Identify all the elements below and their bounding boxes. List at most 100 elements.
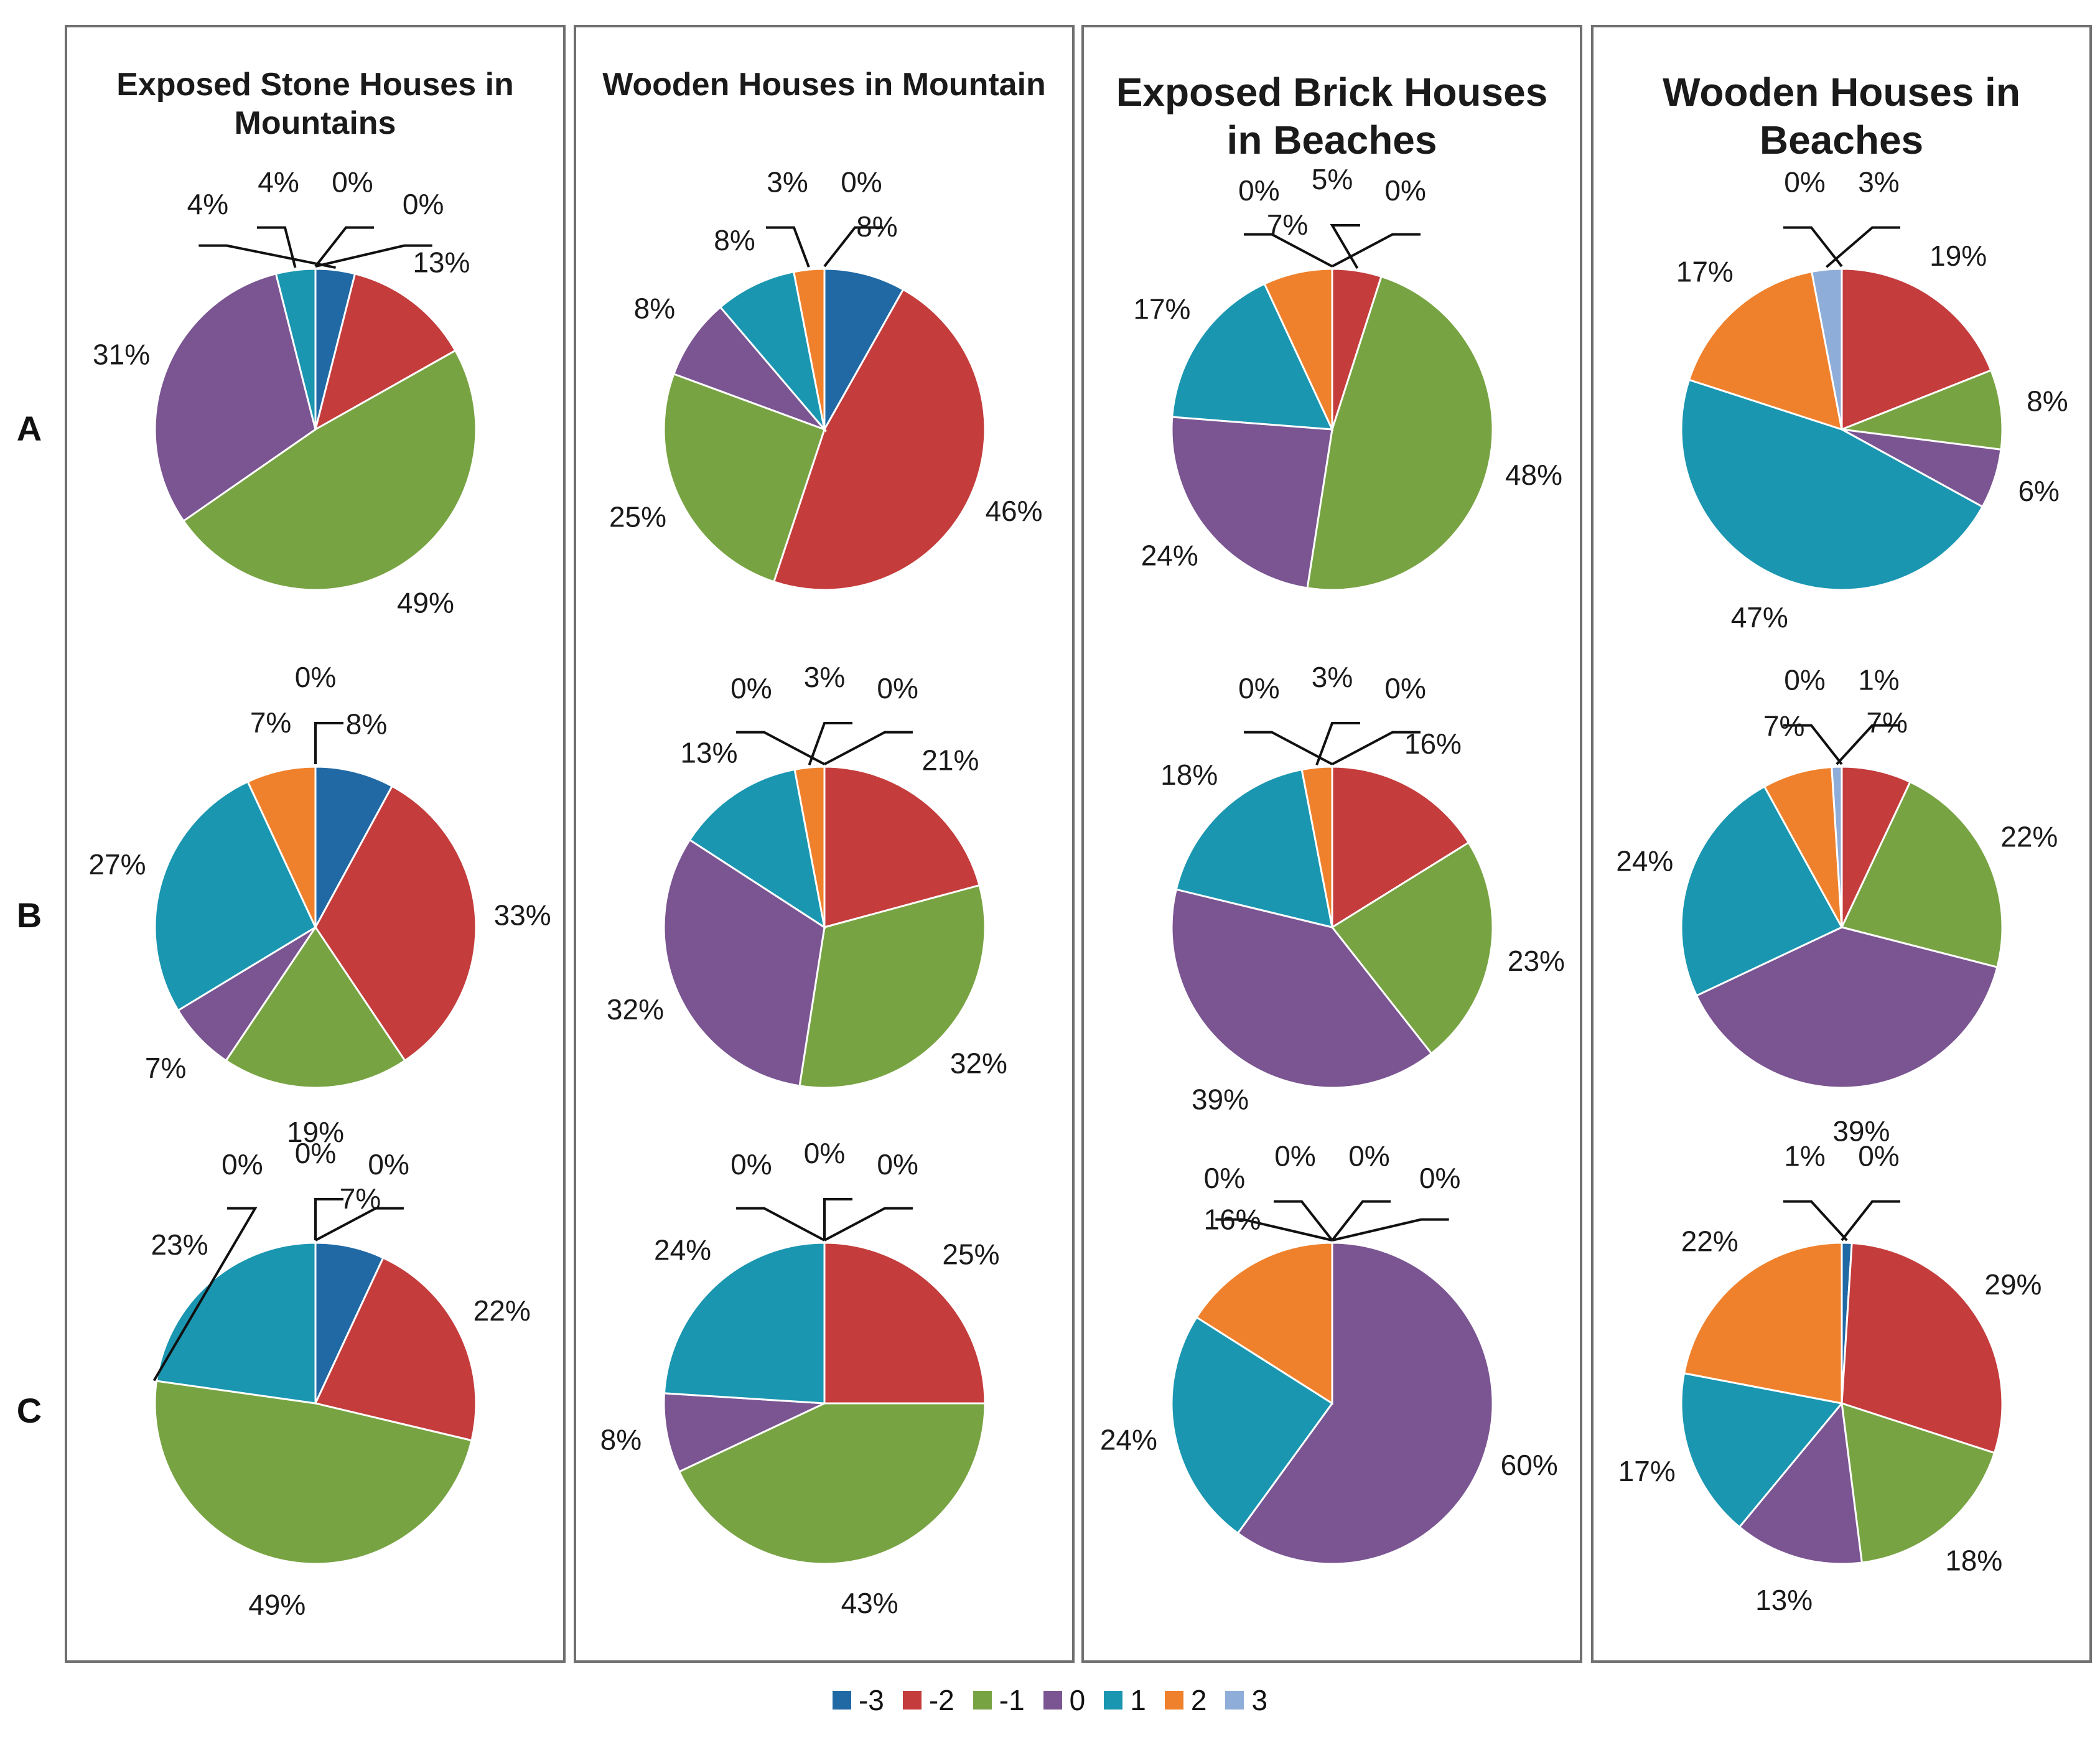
leader-line — [823, 226, 883, 268]
leader-line — [735, 1207, 825, 1242]
percent-label: 17% — [1676, 255, 1733, 288]
legend-label: 0 — [1069, 1684, 1086, 1716]
leader-line — [314, 1198, 343, 1240]
slice--1 — [1840, 1401, 1995, 1564]
pie-A-2: 0% 5%48%24%17%7%0% — [1133, 163, 1562, 591]
percent-label: 0% — [1203, 1162, 1244, 1194]
percent-label: 21% — [922, 744, 979, 777]
leader-line — [256, 226, 296, 268]
percent-label: 0% — [1348, 1140, 1389, 1172]
percent-label: 0% — [1384, 672, 1426, 704]
slice-0 — [1170, 888, 1433, 1089]
legend-item-1: 1 — [1104, 1683, 1146, 1717]
percent-label: 0% — [730, 672, 772, 704]
column-title-0: Exposed Stone Houses in Mountains — [116, 67, 514, 142]
slice-2 — [1195, 1242, 1333, 1405]
slice-2 — [1763, 765, 1842, 928]
slice--3 — [823, 268, 905, 433]
percent-label: 48% — [1505, 459, 1562, 491]
slice-0 — [1695, 926, 1999, 1089]
percent-label: 0% — [730, 1148, 772, 1181]
column-panel-0 — [65, 25, 566, 1663]
percent-label: 49% — [248, 1588, 306, 1621]
slice-1 — [1170, 283, 1333, 431]
slice--2 — [1841, 765, 1911, 928]
slice--2 — [823, 1242, 986, 1405]
percent-label: 8% — [345, 708, 386, 740]
column-title-1: Wooden Houses in Mountain — [602, 67, 1046, 103]
slice-2 — [1682, 1242, 1842, 1405]
leader-line — [1332, 1218, 1449, 1242]
pie-C-2: 0% 0% 0% 60% 24% 16% 0% — [1099, 1140, 1557, 1565]
legend-swatch — [1225, 1691, 1244, 1710]
leader-line — [823, 1207, 913, 1242]
row-label-A: A — [16, 409, 42, 448]
percent-label: 23% — [151, 1228, 208, 1261]
percent-label: 3% — [1858, 166, 1899, 199]
leader-line — [1783, 226, 1843, 268]
pie-B-2: 0%16%23%39%18%3% 0% — [1160, 661, 1565, 1115]
legend-item-2: 2 — [1164, 1683, 1207, 1717]
percent-label: 4% — [258, 166, 299, 199]
legend-label: 2 — [1190, 1684, 1207, 1716]
slice-0 — [1170, 416, 1333, 589]
percent-label: 13% — [413, 246, 470, 279]
percent-label: 0% — [1784, 166, 1825, 199]
percent-label: 7% — [250, 706, 291, 739]
slice--1 — [798, 884, 986, 1089]
percent-label: 33% — [493, 899, 551, 932]
slice--2 — [314, 1256, 477, 1442]
legend-item-0: 0 — [1043, 1683, 1086, 1717]
slice-0 — [176, 926, 316, 1062]
percent-label: 8% — [600, 1424, 641, 1456]
percent-label: 7% — [1763, 709, 1804, 742]
slice-1 — [1680, 785, 1843, 997]
percent-label: 0% — [1784, 664, 1825, 696]
percent-label: 31% — [93, 339, 150, 371]
leader-line — [1783, 1200, 1848, 1242]
slice--1 — [663, 372, 826, 583]
slice-2 — [792, 268, 825, 430]
legend-swatch — [902, 1691, 922, 1710]
slice--1 — [182, 349, 477, 591]
row-label-C: C — [16, 1391, 42, 1430]
percent-label: 0% — [1238, 174, 1279, 207]
pie-A-1: 8%46%25%8%8%3% 0% — [609, 166, 1042, 591]
legend-swatch — [1104, 1691, 1123, 1710]
legend-swatch — [1043, 1691, 1062, 1710]
leader-line — [765, 226, 810, 268]
slice-0 — [1236, 1242, 1493, 1565]
leader-line — [1331, 233, 1421, 268]
legend-item--1: -1 — [973, 1683, 1025, 1717]
percent-label: 0% — [841, 166, 882, 199]
percent-label: 0% — [402, 188, 443, 220]
percent-label: 0% — [877, 1148, 918, 1181]
legend-label: -1 — [999, 1684, 1025, 1716]
percent-label: 6% — [2018, 475, 2059, 507]
leader-line — [1215, 1218, 1332, 1242]
column-panel-2 — [1081, 25, 1582, 1663]
slice-3 — [1830, 765, 1842, 928]
percent-label: 18% — [1945, 1545, 2002, 1577]
percent-label: 7% — [1266, 208, 1307, 241]
slice-3 — [1810, 268, 1842, 430]
percent-label: 24% — [654, 1233, 711, 1266]
slice--2 — [772, 288, 986, 591]
legend-item--2: -2 — [902, 1683, 954, 1717]
leader-line — [823, 1198, 852, 1240]
pie-B-3: 0% 7% 22% 39% 24% 7% 1% — [1616, 664, 2058, 1148]
percent-label: 32% — [950, 1047, 1007, 1079]
leader-line — [1835, 724, 1900, 765]
slice-2 — [793, 765, 825, 928]
percent-label: 0% — [803, 1137, 844, 1169]
legend-label: 3 — [1251, 1684, 1268, 1716]
pie-A-0: 4% 13% 49% 31% 4% 0% 0% — [93, 166, 477, 619]
legend-item--3: -3 — [832, 1683, 884, 1717]
percent-label: 24% — [1616, 844, 1673, 877]
percent-label: 47% — [1730, 601, 1788, 634]
pie-B-1: 0% 21% 32% 32% 13% 3% 0% — [606, 661, 1007, 1089]
slice--1 — [1840, 780, 2003, 968]
percent-label: 22% — [2000, 820, 2058, 853]
percent-label: 0% — [332, 166, 373, 199]
slice--2 — [1331, 765, 1470, 929]
